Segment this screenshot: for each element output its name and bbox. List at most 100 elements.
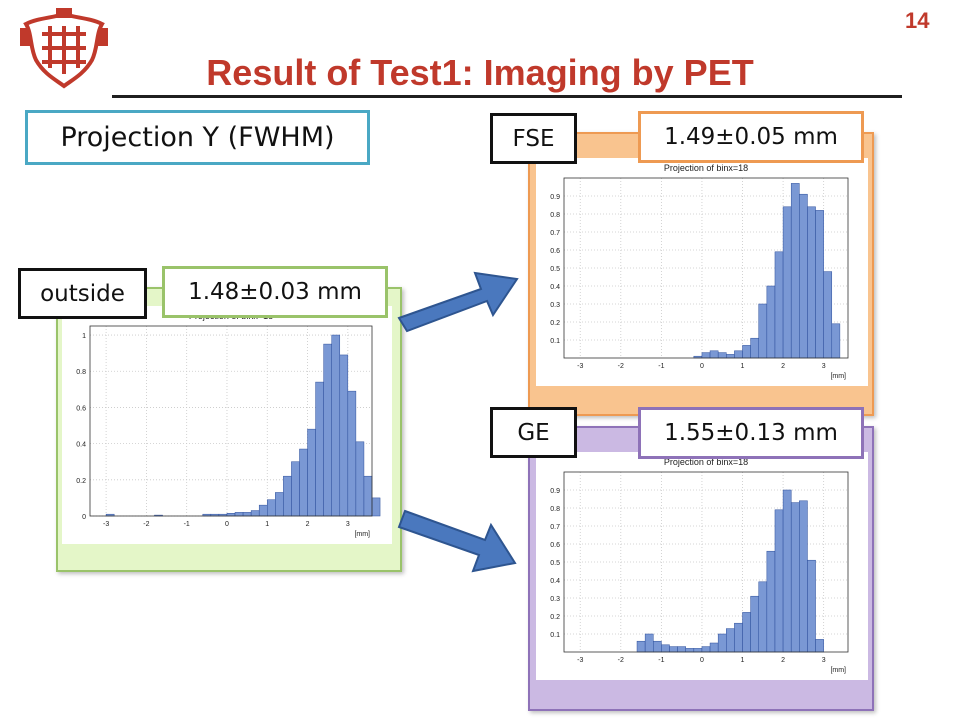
x-axis-label: [mm] [830, 667, 846, 674]
x-axis-label: [mm] [830, 373, 846, 380]
ge-plot: Projection of binx=18 0.1 0.2 0.3 0.4 0.5 0.6 0… [536, 452, 868, 680]
y-tick-label: 0.2 [76, 478, 86, 485]
histogram-bar [693, 648, 703, 653]
y-tick-label: 0.4 [550, 578, 560, 585]
histogram-bar [726, 628, 735, 653]
histogram-bar [782, 206, 792, 359]
plot-frame [563, 177, 849, 359]
x-tick-label: -3 [577, 657, 583, 664]
histogram-bar [636, 640, 646, 653]
y-tick-label: 0.2 [550, 320, 560, 327]
y-tick-label: 0.8 [550, 212, 560, 219]
histogram-bar [758, 303, 768, 359]
histogram-bar [234, 512, 244, 517]
y-tick-label: 0.1 [550, 338, 560, 345]
histogram-bar [709, 350, 719, 359]
fse-label: FSE [490, 113, 577, 164]
histogram-bar [363, 475, 373, 517]
x-tick-label: 2 [781, 363, 785, 370]
y-tick-label: 0.2 [550, 614, 560, 621]
outside-result: 1.48±0.03 mm [162, 266, 388, 318]
histogram-bar [790, 502, 800, 653]
x-tick-label: 2 [781, 657, 785, 664]
histogram-bar [653, 640, 662, 653]
histogram-bar [750, 337, 759, 359]
ge-label: GE [490, 407, 577, 458]
histogram-bar [339, 354, 349, 517]
x-tick-label: 0 [700, 363, 704, 370]
histogram-bar [226, 513, 236, 517]
arrow-to-ge [397, 509, 517, 573]
histogram-bar [807, 559, 816, 653]
histogram-bar [323, 343, 332, 517]
histogram-bar [267, 499, 276, 517]
x-tick-label: -3 [577, 363, 583, 370]
histogram-bar [815, 210, 824, 359]
histogram-bar [742, 612, 751, 653]
y-tick-label: 0.6 [550, 248, 560, 255]
histogram-bar [807, 206, 816, 359]
x-axis-label: [mm] [354, 531, 370, 538]
histogram-bar [758, 581, 768, 653]
arrow-to-fse [397, 271, 519, 333]
histogram-bar [766, 550, 776, 653]
histogram-bar [307, 428, 316, 517]
y-tick-label: 0.5 [550, 560, 560, 567]
histogram-bar [774, 509, 784, 653]
histogram-bar [347, 390, 357, 517]
histogram-bar [685, 648, 695, 653]
histogram-bar [766, 285, 776, 359]
y-tick-label: 0.6 [76, 405, 86, 412]
projection-label: Projection Y (FWHM) [25, 110, 370, 165]
histogram-bar [734, 622, 743, 653]
title-underline [112, 95, 902, 98]
x-tick-label: -1 [184, 521, 190, 528]
fse-plot: Projection of binx=18 0.1 0.2 0.3 0.4 0.5 0.6 0… [536, 158, 868, 386]
histogram-bar [701, 646, 711, 653]
histogram-bar [331, 334, 341, 517]
y-tick-label: 0.3 [550, 302, 560, 309]
y-tick-label: 0.3 [550, 596, 560, 603]
histogram-bar [782, 489, 792, 653]
histogram-bar [250, 510, 260, 517]
histogram-bar [242, 512, 252, 517]
y-tick-label: 0.4 [76, 442, 86, 449]
outside-plot: Projection of binx=1800.20.40.60.81-3-2-… [62, 306, 392, 544]
histogram-bar [774, 251, 784, 359]
y-tick-label: 0.7 [550, 230, 560, 237]
histogram-bar [799, 500, 808, 653]
histogram-bar [669, 646, 678, 653]
histogram-bar [299, 448, 308, 517]
y-tick-label: 0.5 [550, 266, 560, 273]
x-tick-label: 3 [346, 521, 350, 528]
x-tick-label: 0 [700, 657, 704, 664]
x-tick-label: -1 [658, 657, 664, 664]
y-tick-label: 0.9 [550, 488, 560, 495]
y-tick-label: 0.1 [550, 632, 560, 639]
histogram-bar [258, 504, 268, 517]
histogram-bar [355, 441, 365, 517]
histogram-bar [661, 644, 670, 653]
histogram-bar [823, 271, 833, 359]
histogram-bar [750, 595, 759, 653]
ge-result: 1.55±0.13 mm [638, 407, 864, 459]
x-tick-label: 1 [265, 521, 269, 528]
histogram-bar [701, 352, 711, 359]
outside-histogram: Projection of binx=1800.20.40.60.81-3-2-… [76, 311, 381, 538]
y-tick-label: 0.8 [550, 506, 560, 513]
histogram-bar [644, 633, 654, 653]
y-tick-label: 0.9 [550, 194, 560, 201]
x-tick-label: -2 [618, 363, 624, 370]
outside-label: outside [18, 268, 147, 319]
x-tick-label: 1 [741, 363, 745, 370]
histogram-bar [717, 633, 727, 653]
y-tick-label: 0 [82, 514, 86, 521]
y-tick-label: 0.6 [550, 542, 560, 549]
university-logo [20, 8, 108, 89]
chart-title: Projection of binx=18 [664, 457, 748, 467]
x-tick-label: 0 [225, 521, 229, 528]
histogram-bar [815, 639, 824, 653]
x-tick-label: -2 [618, 657, 624, 664]
x-tick-label: 2 [306, 521, 310, 528]
histogram-bar [371, 497, 381, 517]
